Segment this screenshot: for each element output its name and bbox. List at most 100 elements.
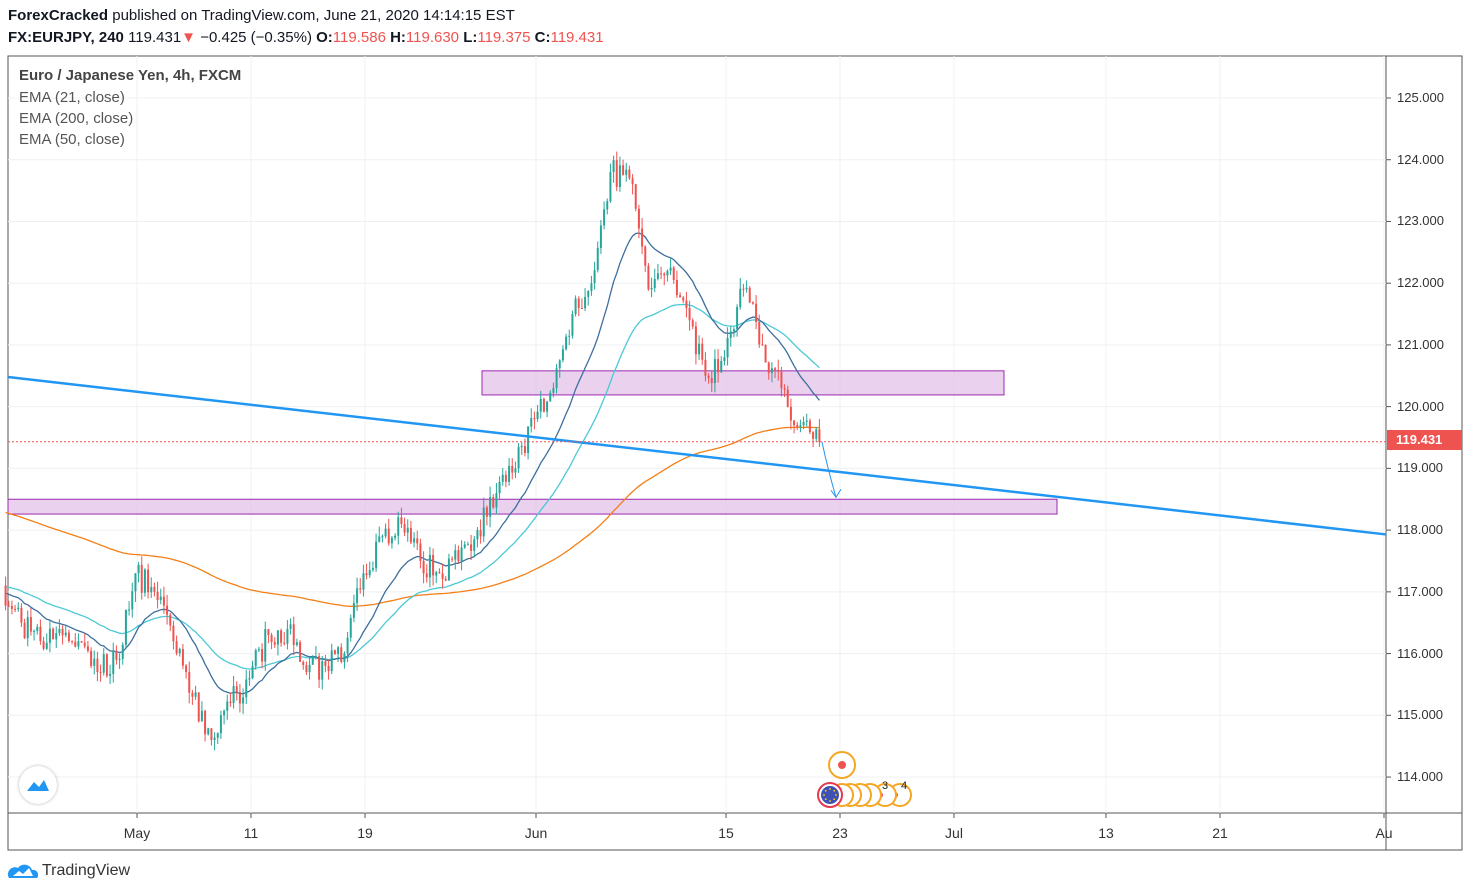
candle-body	[710, 378, 713, 384]
candle-body	[568, 335, 571, 337]
candle-body	[197, 692, 200, 722]
candle	[770, 362, 773, 383]
candle-body	[45, 642, 48, 649]
candle-body	[596, 247, 599, 271]
candle	[789, 398, 792, 430]
candle-body	[593, 270, 596, 284]
candle	[42, 636, 45, 651]
candle	[162, 586, 165, 614]
candle-body	[295, 642, 298, 646]
candle	[584, 288, 587, 312]
candle	[729, 326, 732, 347]
candle-body	[346, 637, 349, 654]
candle-body	[612, 160, 615, 173]
candle	[666, 269, 669, 282]
candle-body	[805, 420, 808, 422]
candle-body	[413, 538, 416, 543]
down-arrow-icon: ▼	[181, 29, 197, 46]
candle-body	[732, 329, 735, 332]
candle-body	[131, 591, 134, 610]
candle-body	[406, 527, 409, 533]
candle-body	[226, 701, 229, 711]
candle-body	[530, 418, 533, 427]
candle	[590, 275, 593, 296]
candle-body	[61, 628, 64, 636]
candle	[166, 594, 169, 625]
candle	[4, 576, 7, 611]
candle-body	[701, 343, 704, 360]
eu-star	[829, 800, 831, 802]
candle	[295, 638, 298, 647]
candle-body	[93, 658, 96, 666]
candle-body	[318, 656, 321, 680]
legend-ema21[interactable]: EMA (21, close)	[19, 89, 125, 106]
candle	[235, 681, 238, 701]
candle-body	[470, 544, 473, 551]
candle-body	[251, 666, 254, 679]
candle	[311, 655, 314, 665]
candle-body	[83, 642, 86, 647]
candle-body	[365, 573, 368, 576]
candle-body	[466, 544, 469, 546]
candle-body	[438, 572, 441, 574]
candle-body	[546, 401, 549, 412]
candle	[251, 660, 254, 680]
candle	[818, 418, 821, 447]
candle-body	[739, 288, 742, 308]
tradingview-brand: TradingView	[8, 862, 130, 880]
candle-body	[156, 591, 159, 601]
candle	[48, 620, 51, 653]
candle	[793, 420, 796, 434]
candle	[498, 476, 501, 499]
candle-body	[713, 359, 716, 384]
candle	[299, 640, 302, 662]
candle-body	[232, 686, 235, 703]
candle-body	[191, 692, 194, 697]
candle	[270, 632, 273, 650]
candle	[185, 663, 188, 679]
candle-body	[451, 558, 454, 560]
candle-body	[356, 588, 359, 603]
high-label: H:	[390, 29, 406, 46]
candle	[406, 519, 409, 542]
candle	[7, 600, 10, 607]
candle-body	[273, 642, 276, 645]
candle	[761, 333, 764, 346]
candle	[283, 632, 286, 646]
candle	[479, 519, 482, 544]
candle	[489, 486, 492, 528]
candle	[226, 694, 229, 720]
candle	[333, 649, 336, 656]
candle	[536, 404, 539, 422]
candle	[723, 350, 726, 366]
candle-body	[536, 411, 539, 419]
candle	[150, 577, 153, 598]
candle	[631, 174, 634, 195]
candle-body	[292, 624, 295, 646]
tradingview-nav-button[interactable]	[19, 766, 57, 804]
candle-body	[280, 630, 283, 643]
candle	[121, 642, 124, 665]
candle	[606, 198, 609, 215]
time-tick-label: May	[123, 825, 151, 841]
candle	[365, 563, 368, 580]
candle	[656, 263, 659, 281]
legend-ema50[interactable]: EMA (50, close)	[19, 131, 125, 148]
candle-body	[508, 466, 511, 482]
candle	[615, 151, 618, 192]
candle	[128, 601, 131, 616]
candle	[637, 204, 640, 239]
candle-body	[238, 691, 241, 704]
candle-body	[542, 398, 545, 412]
candle-body	[387, 528, 390, 544]
candle	[799, 419, 802, 433]
candle-body	[29, 617, 32, 632]
candle	[352, 594, 355, 623]
candle	[593, 261, 596, 290]
candle	[530, 408, 533, 433]
candle-body	[726, 337, 729, 358]
candle	[514, 461, 517, 479]
candle-body	[143, 569, 146, 593]
legend-ema200[interactable]: EMA (200, close)	[19, 110, 134, 127]
